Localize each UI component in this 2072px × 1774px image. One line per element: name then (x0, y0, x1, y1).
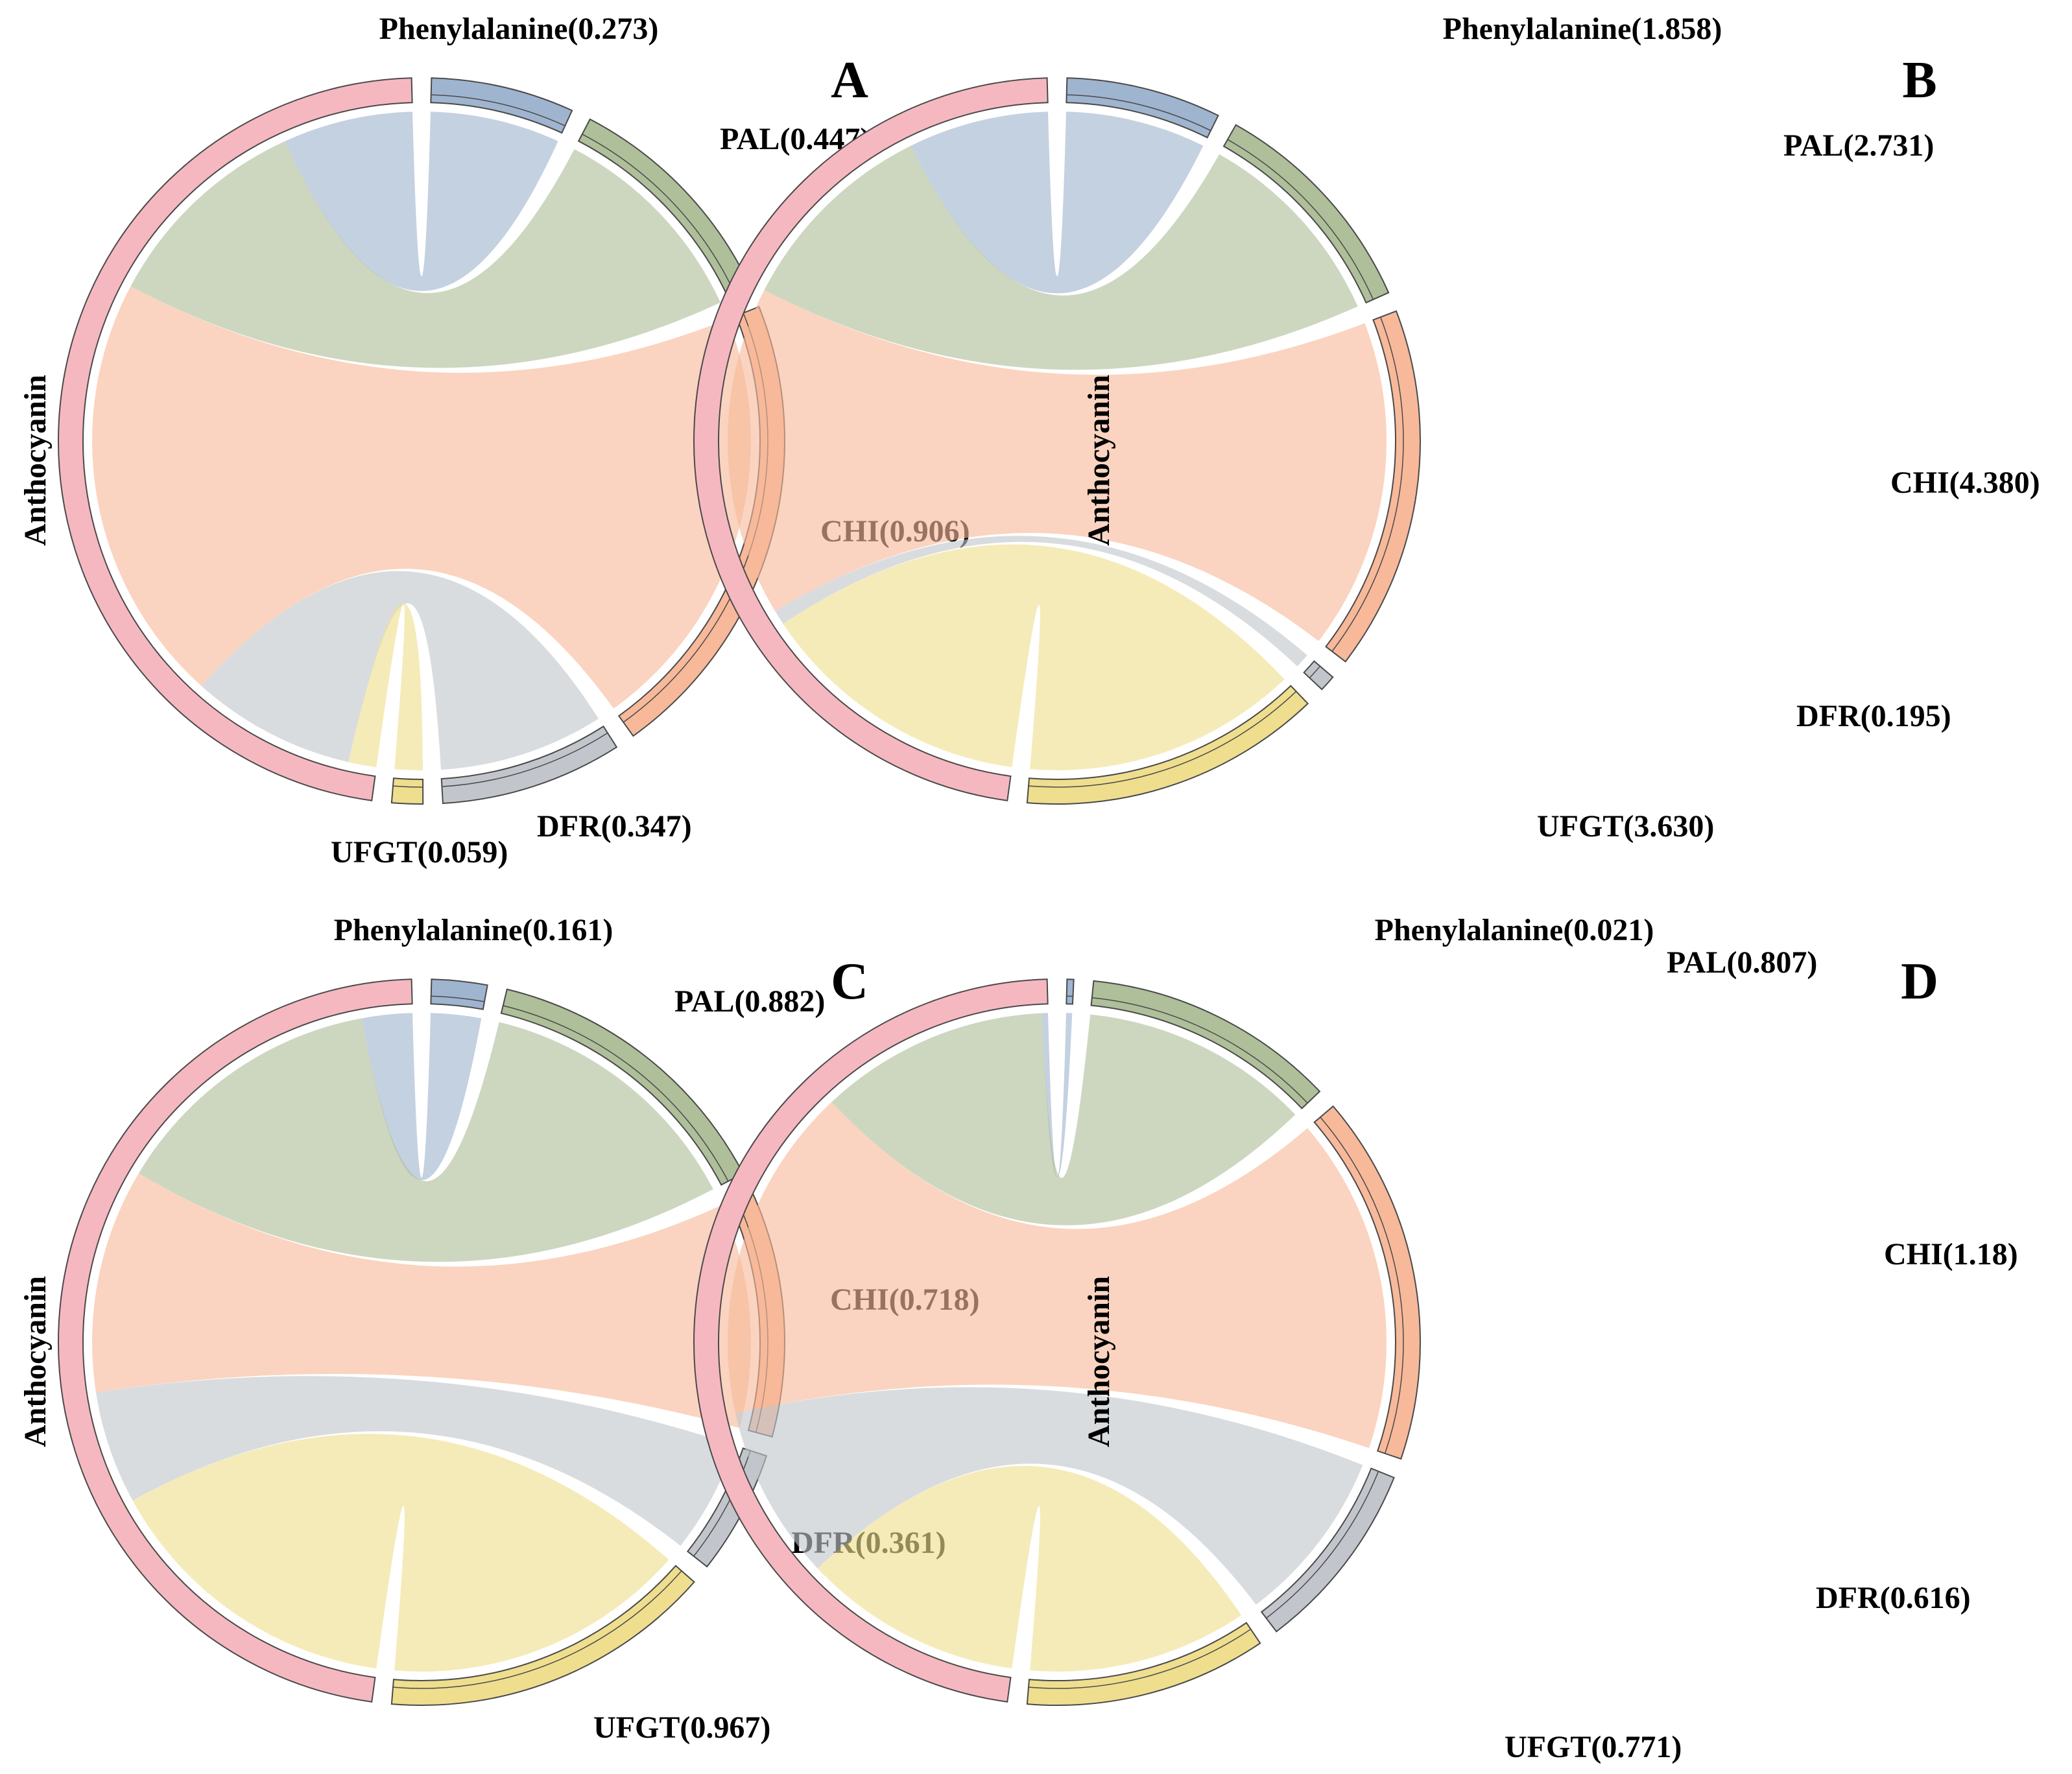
arc-ufgt (390, 777, 424, 805)
chord-panel-D: D Phenylalanine(0.021) PAL(0.807) CHI(1.18)… (693, 913, 2018, 1764)
arc-inner-line-phenylalanine (1066, 94, 1211, 132)
ribbon-dfr-anthocyanin (735, 1387, 1363, 1605)
panel-letter: A (831, 52, 868, 109)
arc-inner-line-pal (582, 134, 737, 296)
arc-dfr (440, 725, 618, 805)
arc-phenylalanine (430, 77, 573, 134)
label-anthocyanin: Anthocyanin (18, 375, 53, 546)
ribbon-phenylalanine-anthocyanin (285, 112, 558, 291)
label-pal: PAL(2.731) (1783, 128, 1934, 163)
label-ufgt: UFGT(3.630) (1537, 809, 1714, 844)
ribbon-pal-anthocyanin (764, 145, 1358, 370)
ribbon-ufgt-anthocyanin (132, 1434, 669, 1672)
arc-ufgt (1026, 1622, 1261, 1706)
label-dfr: DFR(0.616) (1816, 1581, 1971, 1615)
label-phenylalanine: Phenylalanine(0.021) (1375, 913, 1654, 947)
label-dfr: DFR(0.347) (537, 809, 692, 844)
arc-inner-line-ufgt (392, 1570, 682, 1689)
chord-panel-B: B Phenylalanine(1.858) PAL(2.731) CHI(4.380… (693, 12, 2040, 844)
label-chi: CHI(1.18) (1884, 1237, 2018, 1271)
arc-inner-line-pal (1091, 997, 1308, 1104)
arc-inner-line-ufgt (1028, 1629, 1252, 1689)
arc-phenylalanine (1066, 978, 1075, 1005)
label-anthocyanin: Anthocyanin (18, 1276, 53, 1447)
panel-letter: D (1901, 953, 1938, 1010)
arc-anthocyanin (693, 77, 1049, 801)
ribbon-dfr-anthocyanin (201, 571, 599, 770)
arc-inner-line-chi (1320, 1117, 1404, 1454)
arc-inner-line-chi (1331, 316, 1404, 652)
arc-ufgt (1026, 685, 1309, 805)
ribbon-chi-anthocyanin (727, 290, 1387, 641)
arc-inner-line-ufgt (1028, 691, 1297, 788)
label-anthocyanin: Anthocyanin (1082, 1276, 1116, 1447)
label-ufgt: UFGT(0.059) (331, 835, 508, 869)
label-ufgt: UFGT(0.967) (593, 1710, 770, 1745)
arc-inner-line-dfr (442, 732, 608, 787)
label-dfr: DFR(0.195) (1796, 699, 1951, 733)
arc-inner-line-dfr (1266, 1471, 1379, 1619)
label-chi: CHI(4.380) (1890, 466, 2040, 500)
arc-dfr (1303, 660, 1334, 691)
arc-inner-line-phenylalanine (431, 94, 566, 126)
ribbon-pal-anthocyanin (130, 141, 720, 368)
chord-panel-C: CPhenylalanine(0.161)PAL(0.882)CHI(0.718… (18, 913, 980, 1745)
arc-inner-line-pal (503, 1005, 729, 1182)
ribbon-pal-anthocyanin (138, 1018, 713, 1262)
arc-anthocyanin (693, 978, 1049, 1703)
ribbon-chi-anthocyanin (91, 1173, 751, 1428)
ribbon-chi-anthocyanin (92, 286, 751, 709)
label-phenylalanine: Phenylalanine(0.273) (379, 12, 659, 46)
ribbon-pal-anthocyanin (831, 1013, 1296, 1225)
ribbon-ufgt-anthocyanin (348, 603, 423, 770)
panel-letter: B (1902, 52, 1936, 109)
arc-anthocyanin (58, 77, 413, 801)
label-pal: PAL(0.807) (1667, 945, 1817, 980)
ribbon-ufgt-anthocyanin (783, 544, 1285, 770)
arc-ufgt (390, 1565, 695, 1706)
arc-phenylalanine (1066, 77, 1219, 139)
arc-inner-line-dfr (1309, 665, 1321, 678)
arc-phenylalanine (430, 978, 488, 1010)
arc-inner-line-pal (1227, 139, 1374, 300)
label-ufgt: UFGT(0.771) (1505, 1730, 1682, 1764)
ribbon-chi-anthocyanin (728, 1102, 1387, 1449)
panel-letter: C (831, 953, 868, 1010)
ribbon-dfr-anthocyanin (95, 1376, 735, 1546)
arc-anthocyanin (58, 978, 413, 1703)
label-phenylalanine: Phenylalanine(1.858) (1443, 12, 1722, 46)
arc-pal (1090, 980, 1321, 1109)
arc-chi (1325, 310, 1421, 663)
label-anthocyanin: Anthocyanin (1082, 375, 1116, 546)
ribbon-phenylalanine-anthocyanin (911, 112, 1204, 294)
label-phenylalanine: Phenylalanine(0.161) (334, 913, 613, 947)
label-pal: PAL(0.882) (674, 984, 825, 1019)
arc-inner-line-dfr (693, 1450, 751, 1557)
arc-chi (1313, 1105, 1421, 1460)
arc-pal (1222, 124, 1390, 304)
arc-inner-line-phenylalanine (431, 995, 485, 1002)
ribbon-ufgt-anthocyanin (817, 1465, 1242, 1672)
arc-inner-line-ufgt (392, 785, 423, 788)
